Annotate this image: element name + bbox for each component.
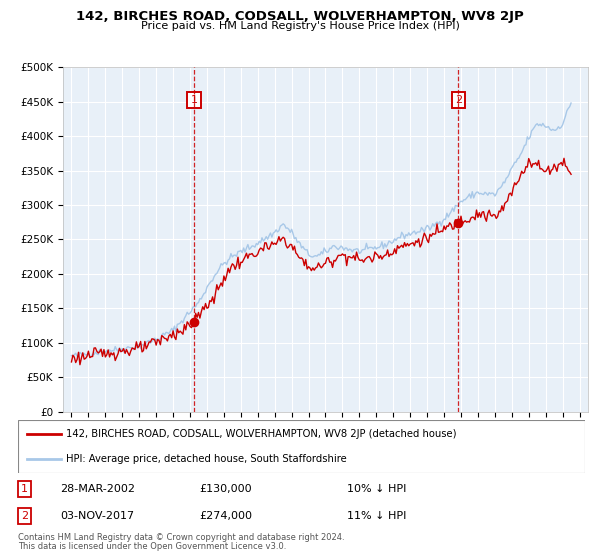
Text: £274,000: £274,000 bbox=[199, 511, 253, 521]
Text: 28-MAR-2002: 28-MAR-2002 bbox=[61, 484, 136, 494]
Text: 142, BIRCHES ROAD, CODSALL, WOLVERHAMPTON, WV8 2JP: 142, BIRCHES ROAD, CODSALL, WOLVERHAMPTO… bbox=[76, 10, 524, 23]
Text: 142, BIRCHES ROAD, CODSALL, WOLVERHAMPTON, WV8 2JP (detached house): 142, BIRCHES ROAD, CODSALL, WOLVERHAMPTO… bbox=[66, 430, 457, 440]
Text: 2: 2 bbox=[455, 95, 462, 105]
Text: HPI: Average price, detached house, South Staffordshire: HPI: Average price, detached house, Sout… bbox=[66, 454, 347, 464]
Text: 1: 1 bbox=[190, 95, 197, 105]
Text: £130,000: £130,000 bbox=[199, 484, 252, 494]
Text: 2: 2 bbox=[21, 511, 28, 521]
Text: Price paid vs. HM Land Registry's House Price Index (HPI): Price paid vs. HM Land Registry's House … bbox=[140, 21, 460, 31]
Text: 1: 1 bbox=[22, 484, 28, 494]
Text: Contains HM Land Registry data © Crown copyright and database right 2024.: Contains HM Land Registry data © Crown c… bbox=[18, 533, 344, 542]
FancyBboxPatch shape bbox=[18, 420, 585, 473]
Text: This data is licensed under the Open Government Licence v3.0.: This data is licensed under the Open Gov… bbox=[18, 542, 286, 551]
Text: 03-NOV-2017: 03-NOV-2017 bbox=[61, 511, 134, 521]
Text: 10% ↓ HPI: 10% ↓ HPI bbox=[347, 484, 406, 494]
Text: 11% ↓ HPI: 11% ↓ HPI bbox=[347, 511, 406, 521]
